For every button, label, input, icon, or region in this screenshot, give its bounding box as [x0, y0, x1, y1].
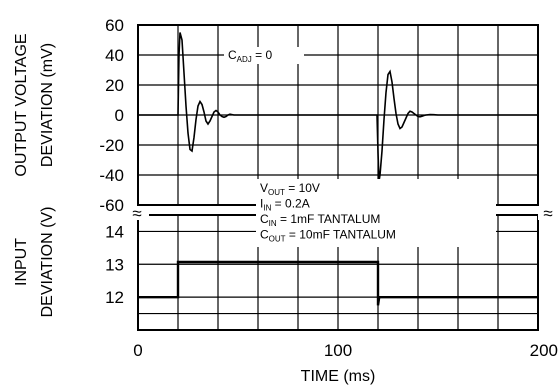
top-y-tick-labels: 60 40 20 0 -20 -40 -60	[99, 16, 124, 215]
axis-break-symbol: ≈	[543, 204, 552, 223]
conditions-annotation-line: VOUT = 10V	[260, 181, 320, 197]
top-y-tick-label: 60	[105, 16, 124, 35]
axis-break-bg	[127, 206, 149, 220]
top-y-axis-title-line: DEVIATION (mV)	[39, 43, 56, 167]
cadj-annotation: CADJ = 0	[224, 47, 304, 64]
cadj-annotation-bg	[224, 47, 304, 64]
bottom-y-tick-label: 13	[105, 255, 124, 274]
x-axis-title: TIME (ms)	[301, 368, 376, 385]
x-tick-label: 100	[324, 341, 352, 360]
top-y-tick-label: 40	[105, 46, 124, 65]
bottom-y-tick-label: 14	[105, 222, 124, 241]
top-y-tick-label: 20	[105, 76, 124, 95]
cadj-annotation-text: CADJ = 0	[228, 48, 272, 64]
top-y-tick-label: -40	[99, 166, 124, 185]
top-y-axis-title-line: OUTPUT VOLTAGE	[13, 33, 30, 176]
axis-break-symbol: ≈	[132, 204, 141, 223]
bottom-y-tick-labels: 14 13 12	[105, 222, 124, 307]
x-tick-labels: 0 100 200	[133, 341, 558, 360]
top-y-axis-title: OUTPUT VOLTAGE DEVIATION (mV)	[13, 33, 56, 176]
axis-break-markers: ≈ ≈	[127, 204, 560, 223]
bottom-y-axis-title-line: INPUT	[13, 238, 30, 286]
bottom-y-tick-label: 12	[105, 288, 124, 307]
conditions-annotation-line: IIN = 0.2A	[260, 197, 310, 213]
axis-break-bg	[538, 206, 560, 220]
input-voltage-trace	[138, 260, 538, 306]
top-y-tick-label: -60	[99, 196, 124, 215]
top-y-tick-label: -20	[99, 136, 124, 155]
conditions-annotation-line: CIN = 1mF TANTALUM	[260, 212, 380, 228]
top-y-tick-label: 0	[115, 106, 124, 125]
conditions-annotation-bg	[256, 179, 496, 247]
conditions-annotation-line: COUT = 10mF TANTALUM	[260, 228, 396, 244]
bottom-y-axis-title-line: DEVIATION (V)	[39, 207, 56, 318]
output-voltage-trace	[138, 32, 538, 182]
bottom-y-axis-title: INPUT DEVIATION (V)	[13, 207, 56, 318]
x-tick-label: 0	[133, 341, 142, 360]
x-tick-label: 200	[530, 341, 558, 360]
